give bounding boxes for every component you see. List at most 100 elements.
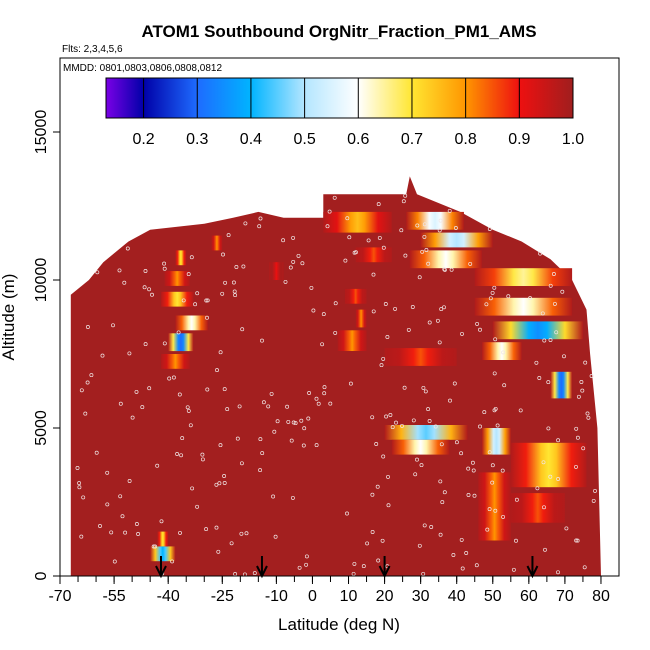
sample-dot xyxy=(534,360,539,365)
sample-dot xyxy=(574,464,578,469)
sample-dot xyxy=(487,450,492,455)
sample-dot xyxy=(591,498,596,503)
sample-dot xyxy=(415,457,419,462)
sample-dot xyxy=(560,289,565,294)
sample-dot xyxy=(451,553,456,557)
sample-dot xyxy=(180,436,185,441)
sample-dot xyxy=(437,340,442,345)
sample-dot xyxy=(394,420,398,425)
sample-dot xyxy=(186,272,191,277)
sample-dot xyxy=(83,411,88,416)
sample-dot xyxy=(475,321,480,326)
heatmap-patch-23 xyxy=(391,439,450,455)
heatmap-patch-20 xyxy=(384,348,457,366)
sample-dot xyxy=(381,245,386,250)
sample-dot xyxy=(586,415,591,420)
heatmap-patch-15 xyxy=(409,250,482,269)
sample-dot xyxy=(271,494,276,499)
sample-dot xyxy=(380,538,385,543)
sample-dot xyxy=(490,463,495,468)
sample-dot xyxy=(429,525,434,529)
sample-dot xyxy=(205,387,210,392)
colorbar-tick-label: 0.8 xyxy=(455,131,477,148)
heatmap-patch-18 xyxy=(492,321,583,340)
sample-dot xyxy=(439,442,444,447)
colorbar-tick-label: 0.6 xyxy=(347,131,369,148)
sample-dot xyxy=(222,481,227,485)
sample-dot xyxy=(580,388,585,393)
sample-dot xyxy=(286,419,291,424)
sample-dot xyxy=(542,505,546,510)
y-axis: 0 5000 10000 15000 xyxy=(33,110,60,580)
colorbar: 0.2 0.3 0.4 0.5 0.6 0.7 0.8 0.9 1.0 xyxy=(105,77,584,148)
sample-dot xyxy=(583,360,588,365)
sample-dot xyxy=(291,259,296,264)
sample-dot xyxy=(118,494,123,499)
sample-dot xyxy=(353,250,358,255)
sample-dot xyxy=(582,565,587,570)
sample-dot xyxy=(134,389,139,394)
x-tick-label: -40 xyxy=(157,588,180,605)
sample-dot xyxy=(365,541,370,546)
sample-dot xyxy=(562,354,566,359)
sample-dot xyxy=(240,327,245,332)
sample-dot xyxy=(401,199,406,204)
sample-dot xyxy=(377,235,382,240)
sample-dot xyxy=(424,248,429,252)
sample-dot xyxy=(439,307,444,312)
sample-dot xyxy=(176,330,181,335)
sample-dot xyxy=(153,544,158,549)
sample-dot xyxy=(243,221,248,226)
sample-dot xyxy=(85,325,90,329)
plot-frame xyxy=(59,57,620,577)
sample-dot xyxy=(109,530,114,535)
sample-dot xyxy=(304,562,309,567)
sample-dot xyxy=(178,530,182,535)
sample-dot xyxy=(511,567,516,572)
x-tick-label: -55 xyxy=(103,588,126,605)
sample-dot xyxy=(175,452,180,456)
sample-dot xyxy=(122,280,127,285)
sample-dot xyxy=(423,389,428,394)
sample-dot xyxy=(120,514,125,519)
x-tick-label: 40 xyxy=(448,588,466,605)
sample-dot xyxy=(195,291,200,296)
sample-dot xyxy=(79,388,84,393)
sample-dot xyxy=(260,338,264,343)
sample-dot xyxy=(492,371,497,376)
heatmap-patch-22 xyxy=(384,425,468,440)
sample-dot xyxy=(77,485,82,490)
sample-dot xyxy=(574,538,579,543)
sample-dot xyxy=(307,391,312,395)
sample-dot xyxy=(130,415,135,420)
sample-dot xyxy=(490,480,495,485)
heatmap-patch-5 xyxy=(175,250,187,266)
sample-dot xyxy=(384,414,389,419)
sample-dot xyxy=(488,296,493,301)
sample-dot xyxy=(442,267,447,272)
sample-dot xyxy=(575,538,580,543)
sample-dot xyxy=(244,531,249,536)
sample-dot xyxy=(320,342,325,347)
sample-dot xyxy=(393,306,398,311)
sample-dot xyxy=(386,474,390,479)
sample-dot xyxy=(375,484,380,489)
sample-dot xyxy=(193,302,198,307)
sample-dot xyxy=(155,463,160,468)
sample-dot xyxy=(546,380,551,385)
colorbar-tick-label: 0.7 xyxy=(401,131,423,148)
x-tick-label: -10 xyxy=(265,588,288,605)
sample-dot xyxy=(200,457,205,462)
sample-dot xyxy=(162,266,167,271)
sample-dot xyxy=(283,279,288,284)
sample-dot xyxy=(390,425,395,430)
x-tick-label: 70 xyxy=(556,588,574,605)
sample-dot xyxy=(343,258,348,263)
sample-dot xyxy=(502,383,507,388)
sample-dot xyxy=(105,470,110,475)
sample-dot xyxy=(493,337,498,342)
sample-dot xyxy=(285,404,290,409)
sample-dot xyxy=(306,416,311,421)
sample-dot xyxy=(179,453,184,458)
